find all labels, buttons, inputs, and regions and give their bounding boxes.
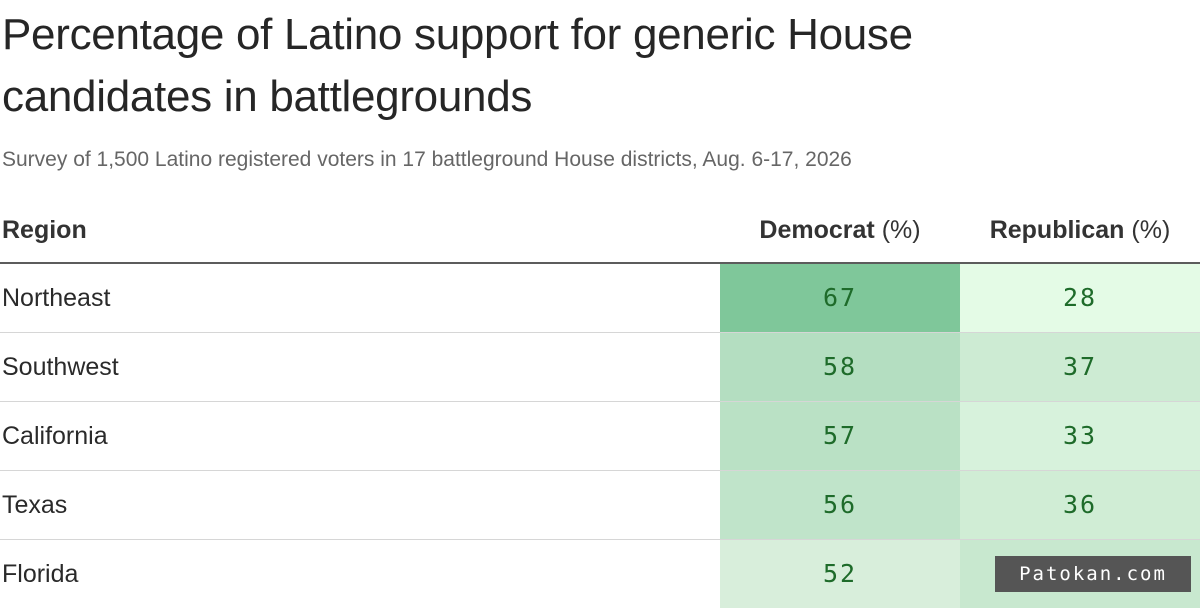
column-header-republican-label: Republican [989, 216, 1125, 244]
republican-value-cell: 37 [960, 333, 1200, 401]
data-table: Region Democrat (%) Republican (%) North… [0, 196, 1200, 608]
republican-value-cell: 33 [960, 402, 1200, 470]
column-header-democrat-unit: (%) [881, 216, 921, 244]
democrat-value-cell: 58 [720, 333, 960, 401]
column-header-democrat-label: Democrat [759, 216, 875, 244]
watermark-badge: Patokan.com [995, 556, 1191, 592]
column-header-republican: Republican (%) [960, 214, 1200, 246]
region-cell: Southwest [2, 353, 119, 381]
table-row: Northeast 67 28 [0, 264, 1200, 333]
table-row: California 57 33 [0, 402, 1200, 471]
republican-value-cell: 28 [960, 264, 1200, 332]
democrat-value-cell: 67 [720, 264, 960, 332]
region-cell: California [2, 422, 108, 450]
table-header: Region Democrat (%) Republican (%) [0, 196, 1200, 264]
column-header-democrat: Democrat (%) [720, 214, 960, 246]
table-row: Texas 56 36 [0, 471, 1200, 540]
democrat-value-cell: 57 [720, 402, 960, 470]
democrat-value-cell: 56 [720, 471, 960, 539]
column-header-republican-unit: (%) [1131, 216, 1171, 244]
region-cell: Florida [2, 560, 79, 588]
chart-subtitle: Survey of 1,500 Latino registered voters… [2, 148, 852, 171]
republican-value-cell: 36 [960, 471, 1200, 539]
region-cell: Texas [2, 491, 68, 519]
region-cell: Northeast [2, 284, 111, 312]
democrat-value-cell: 52 [720, 540, 960, 608]
chart-title: Percentage of Latino support for generic… [2, 10, 913, 121]
table-row: Southwest 58 37 [0, 333, 1200, 402]
column-header-region: Region [2, 216, 87, 244]
